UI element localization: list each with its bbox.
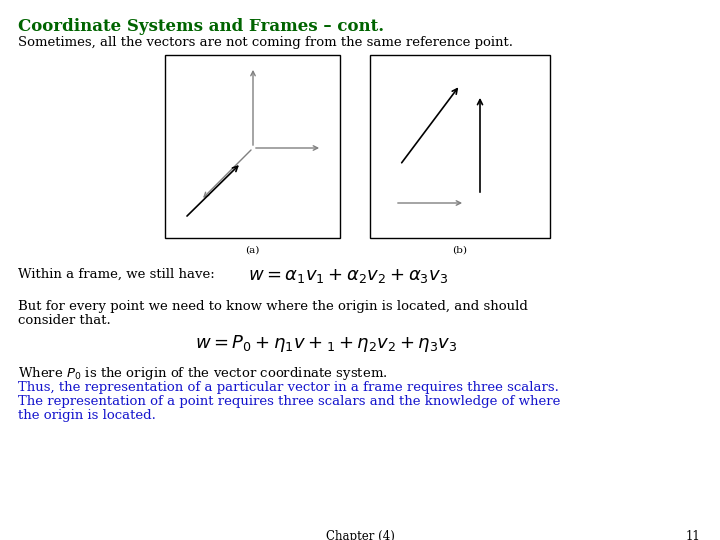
Text: The representation of a point requires three scalars and the knowledge of where: The representation of a point requires t… [18,395,560,408]
Text: consider that.: consider that. [18,314,111,327]
Text: $w = P_0 + \eta_1 v +_1 +\eta_2 v_2 + \eta_3 v_3$: $w = P_0 + \eta_1 v +_1 +\eta_2 v_2 + \e… [195,333,457,354]
Bar [370,55,550,238]
Text: Coordinate Systems and Frames – cont.: Coordinate Systems and Frames – cont. [18,18,384,35]
Text: Chapter (4): Chapter (4) [325,530,395,540]
Text: Thus, the representation of a particular vector in a frame requires three scalar: Thus, the representation of a particular… [18,381,559,394]
Text: Sometimes, all the vectors are not coming from the same reference point.: Sometimes, all the vectors are not comin… [18,36,513,49]
Text: Within a frame, we still have:: Within a frame, we still have: [18,268,215,281]
Text: But for every point we need to know where the origin is located, and should: But for every point we need to know wher… [18,300,528,313]
Text: (a): (a) [246,246,260,255]
Text: $w = \alpha_1 v_1 + \alpha_2 v_2 + \alpha_3 v_3$: $w = \alpha_1 v_1 + \alpha_2 v_2 + \alph… [248,267,448,285]
Text: (b): (b) [452,246,467,255]
Text: Where $P_0$ is the origin of the vector coordinate system.: Where $P_0$ is the origin of the vector … [18,365,387,382]
Bar [165,55,340,238]
Text: the origin is located.: the origin is located. [18,409,156,422]
Text: 11: 11 [685,530,700,540]
